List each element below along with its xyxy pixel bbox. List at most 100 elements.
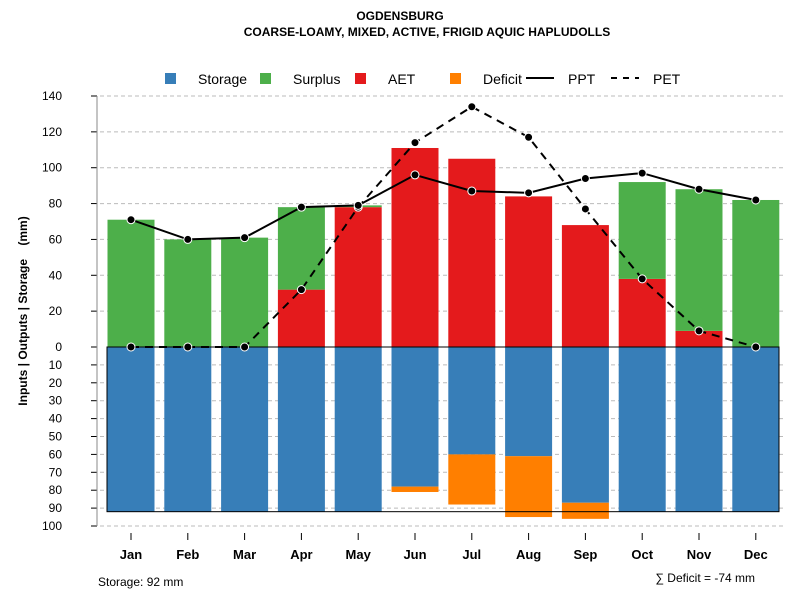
x-tick-label: Jul bbox=[462, 547, 481, 562]
x-tick-label: Jun bbox=[403, 547, 426, 562]
pet-point bbox=[751, 342, 761, 352]
y-tick-label: 100 bbox=[42, 161, 62, 175]
x-tick-label: Dec bbox=[744, 547, 768, 562]
pet-point bbox=[296, 285, 306, 295]
pet-line bbox=[131, 105, 757, 348]
ppt-point bbox=[410, 170, 420, 180]
surplus-bar-Apr bbox=[277, 207, 325, 290]
y-tick-label: 100 bbox=[42, 519, 62, 533]
pet-point bbox=[126, 342, 136, 352]
aet-bar-Oct bbox=[618, 278, 666, 347]
y-tick-label: 30 bbox=[49, 394, 63, 408]
pet-point bbox=[637, 274, 647, 284]
x-tick-label: Mar bbox=[233, 547, 256, 562]
surplus-bar-Feb bbox=[164, 239, 212, 347]
surplus-bar-Dec bbox=[732, 199, 780, 347]
pet-point bbox=[467, 102, 477, 112]
deficit-annotation: ∑ Deficit = -74 mm bbox=[655, 571, 755, 585]
x-tick-label: May bbox=[346, 547, 372, 562]
pet-point bbox=[580, 204, 590, 214]
storage-bar-Dec bbox=[732, 347, 780, 512]
pet-point bbox=[524, 132, 534, 142]
legend-swatch-deficit bbox=[450, 73, 461, 84]
storage-bar-May bbox=[334, 347, 382, 512]
y-tick-label: 10 bbox=[49, 358, 63, 372]
deficit-bar-Jul bbox=[448, 454, 496, 505]
x-tick-label: Apr bbox=[290, 547, 312, 562]
y-tick-label: 40 bbox=[49, 268, 63, 282]
ppt-point bbox=[296, 202, 306, 212]
legend-label-deficit: Deficit bbox=[483, 71, 522, 87]
aet-bar-Aug bbox=[505, 196, 553, 347]
y-tick-label: 70 bbox=[49, 465, 63, 479]
surplus-bar-Mar bbox=[221, 237, 269, 347]
storage-bar-Apr bbox=[277, 347, 325, 512]
y-tick-label: 40 bbox=[49, 412, 63, 426]
y-tick-label: 140 bbox=[42, 89, 62, 103]
storage-bar-Jul bbox=[448, 347, 496, 455]
y-axis-label: Inputs | Outputs | Storage (mm) bbox=[16, 216, 30, 405]
deficit-bar-Aug bbox=[505, 456, 553, 518]
y-tick-label: 20 bbox=[49, 376, 63, 390]
legend-swatch-storage bbox=[165, 73, 176, 84]
x-tick-label: Nov bbox=[687, 547, 712, 562]
storage-bar-Oct bbox=[618, 347, 666, 512]
storage-bar-Mar bbox=[221, 347, 269, 512]
storage-bar-Aug bbox=[505, 347, 553, 457]
ppt-point bbox=[183, 234, 193, 244]
legend-label-storage: Storage bbox=[198, 71, 247, 87]
aet-bar-Jun bbox=[391, 147, 439, 347]
y-tick-label: 60 bbox=[49, 232, 63, 246]
ppt-point bbox=[580, 173, 590, 183]
ppt-point bbox=[353, 200, 363, 210]
storage-bar-Jan bbox=[107, 347, 155, 512]
ppt-point bbox=[467, 186, 477, 196]
aet-bar-Apr bbox=[277, 289, 325, 347]
legend-label-aet: AET bbox=[388, 71, 416, 87]
chart-title: OGDENSBURG bbox=[356, 9, 443, 23]
storage-bar-Jun bbox=[391, 347, 439, 487]
pet-point bbox=[410, 138, 420, 148]
legend-swatch-surplus bbox=[260, 73, 271, 84]
x-tick-label: Aug bbox=[516, 547, 541, 562]
chart-subtitle: COARSE-LOAMY, MIXED, ACTIVE, FRIGID AQUI… bbox=[244, 25, 610, 39]
storage-bar-Feb bbox=[164, 347, 212, 512]
y-tick-label: 20 bbox=[49, 304, 63, 318]
legend-label-ppt: PPT bbox=[568, 71, 596, 87]
ppt-line bbox=[130, 172, 756, 241]
x-tick-label: Feb bbox=[176, 547, 199, 562]
y-tick-label: 80 bbox=[49, 197, 63, 211]
aet-bar-May bbox=[334, 207, 382, 347]
ppt-point bbox=[637, 168, 647, 178]
x-tick-label: Jan bbox=[120, 547, 142, 562]
x-tick-label: Sep bbox=[573, 547, 597, 562]
surplus-bar-Oct bbox=[618, 182, 666, 279]
pet-point bbox=[183, 342, 193, 352]
y-tick-label: 120 bbox=[42, 125, 62, 139]
legend-label-surplus: Surplus bbox=[293, 71, 340, 87]
x-tick-label: Oct bbox=[631, 547, 653, 562]
y-tick-label: 50 bbox=[49, 430, 63, 444]
aet-bar-Sep bbox=[561, 225, 609, 347]
ppt-point bbox=[751, 195, 761, 205]
ppt-point bbox=[126, 215, 136, 225]
ppt-point bbox=[240, 233, 250, 243]
pet-point bbox=[694, 326, 704, 336]
aet-bar-Nov bbox=[675, 330, 723, 347]
deficit-bar-Sep bbox=[561, 502, 609, 519]
legend-swatch-aet bbox=[355, 73, 366, 84]
y-tick-label: 60 bbox=[49, 447, 63, 461]
legend-label-pet: PET bbox=[653, 71, 681, 87]
pet-point bbox=[240, 342, 250, 352]
y-tick-label: 0 bbox=[55, 340, 62, 354]
ppt-point bbox=[694, 184, 704, 194]
storage-bar-Sep bbox=[561, 347, 609, 503]
storage-annotation: Storage: 92 mm bbox=[98, 575, 183, 589]
surplus-bar-Nov bbox=[675, 189, 723, 331]
y-tick-label: 90 bbox=[49, 501, 63, 515]
y-tick-label: 80 bbox=[49, 483, 63, 497]
surplus-bar-Jan bbox=[107, 219, 155, 347]
deficit-bar-Jun bbox=[391, 486, 439, 492]
ppt-point bbox=[524, 188, 534, 198]
